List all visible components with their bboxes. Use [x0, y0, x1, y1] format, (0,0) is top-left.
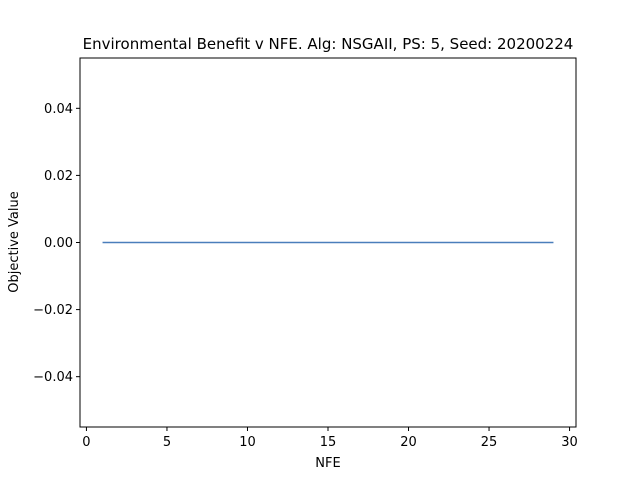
y-axis-label: Objective Value [7, 191, 22, 292]
x-tick-label: 25 [481, 435, 498, 450]
x-tick-label: 10 [239, 435, 256, 450]
y-axis: −0.04 −0.02 0.00 0.02 0.04 [33, 102, 80, 385]
x-tick-label: 20 [400, 435, 417, 450]
y-tick-label: −0.04 [33, 370, 73, 385]
x-axis-label: NFE [315, 456, 340, 471]
y-tick-label: 0.04 [44, 102, 73, 117]
y-tick-label: 0.02 [44, 169, 73, 184]
y-tick-label: 0.00 [44, 236, 73, 251]
y-tick-label: −0.02 [33, 303, 73, 318]
x-axis: 0 5 10 15 20 25 30 [82, 427, 578, 450]
x-tick-label: 15 [320, 435, 337, 450]
plot-area [79, 57, 577, 428]
x-tick-label: 0 [82, 435, 90, 450]
x-tick-label: 5 [163, 435, 171, 450]
chart-title: Environmental Benefit v NFE. Alg: NSGAII… [83, 35, 574, 53]
x-tick-label: 30 [561, 435, 578, 450]
